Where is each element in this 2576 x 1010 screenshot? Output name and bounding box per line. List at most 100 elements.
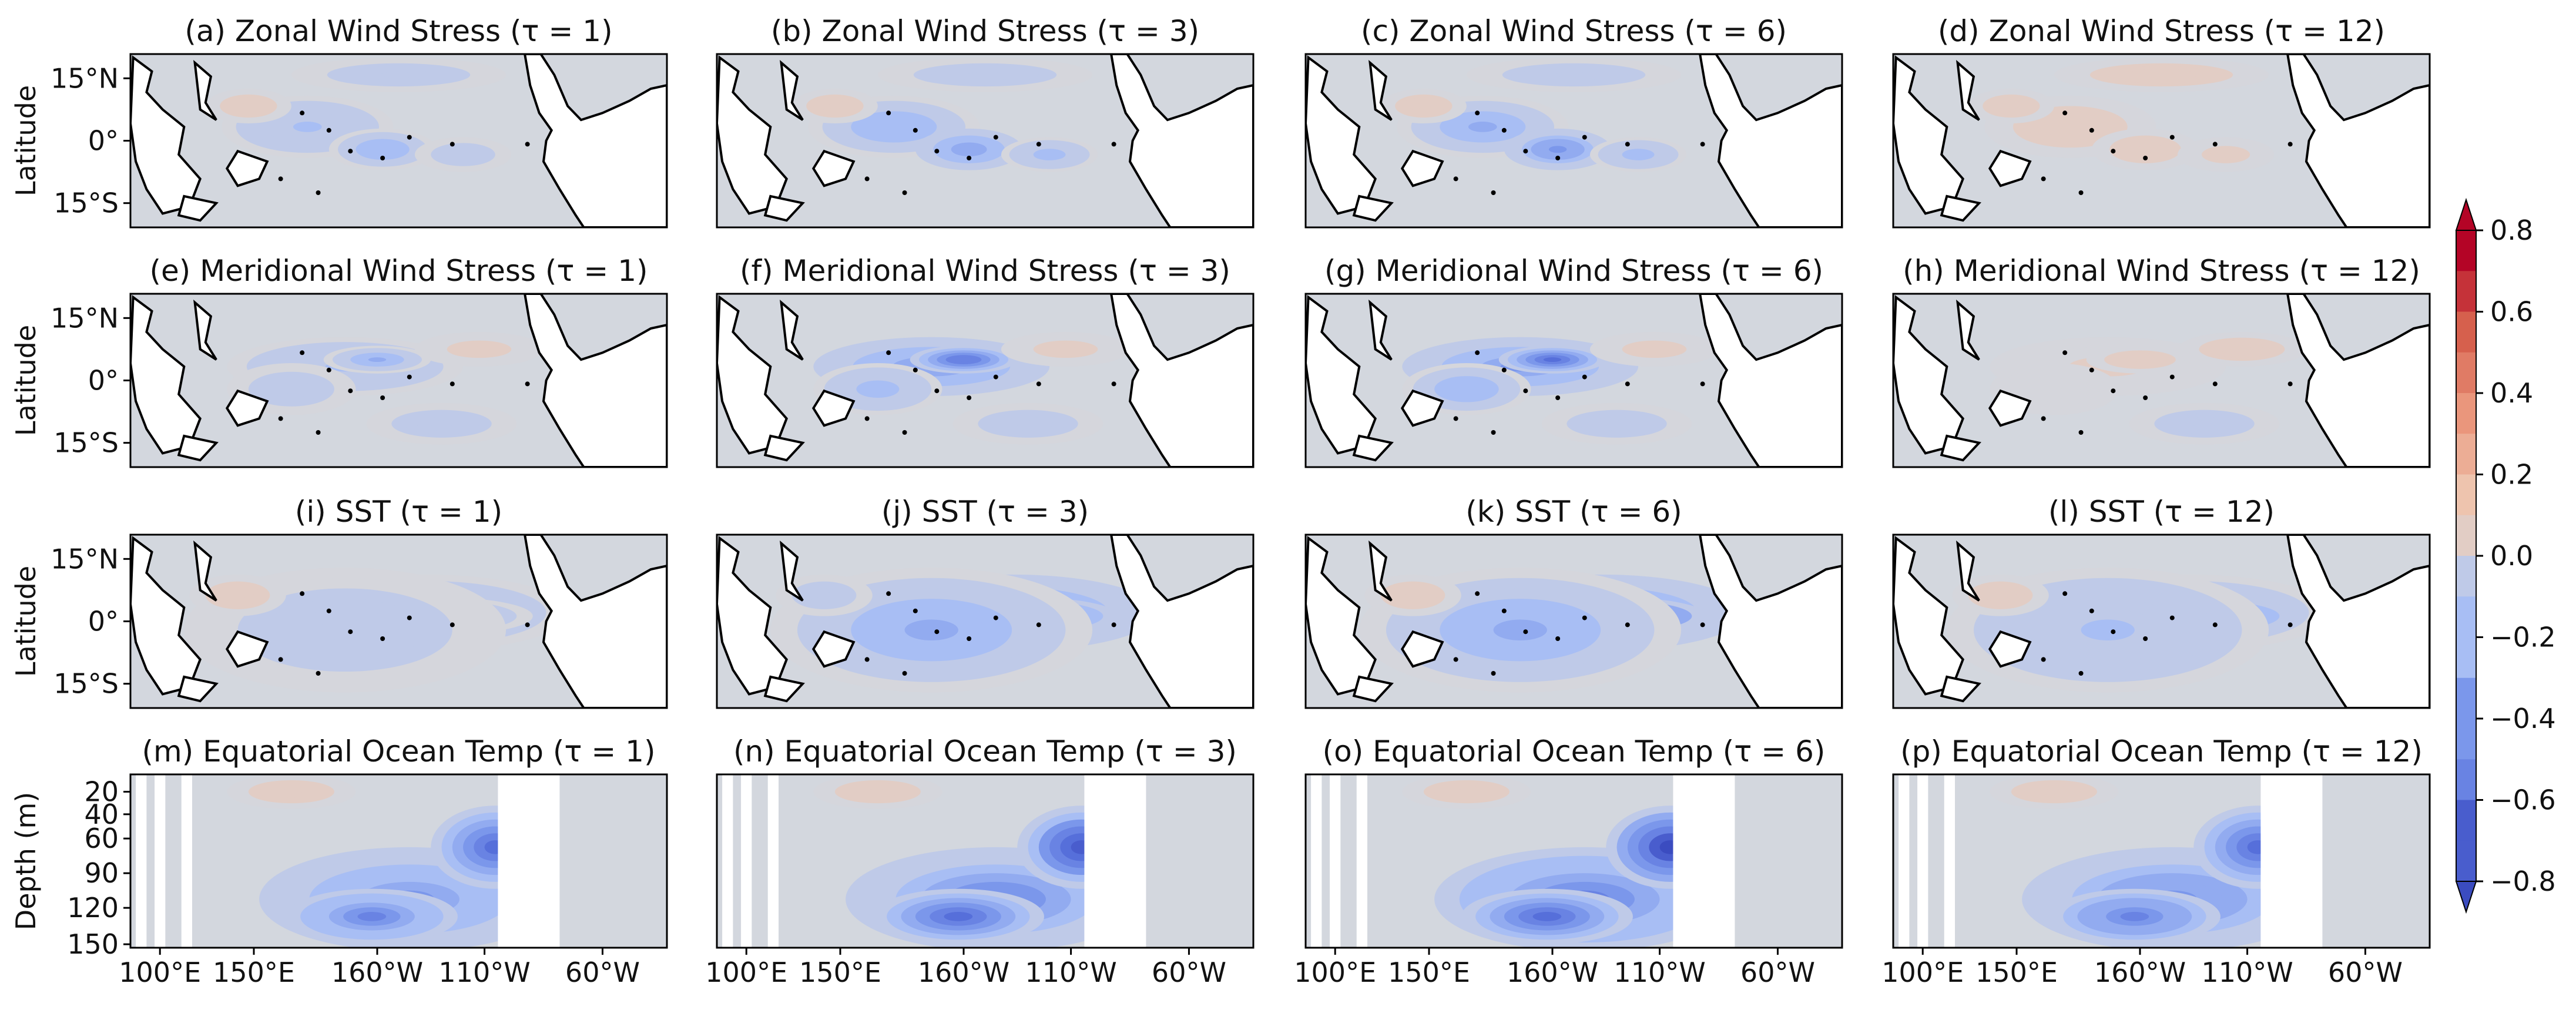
anomaly-blob [1461, 888, 1633, 945]
island-marker [993, 615, 998, 620]
colorbar-level [2456, 596, 2476, 638]
island-marker [1625, 622, 1630, 628]
maritime-continent-coast [717, 295, 789, 455]
maritime-continent-coast [1893, 536, 1965, 696]
maritime-continent-coast [1940, 434, 1981, 462]
maritime-continent-coast [763, 434, 805, 462]
island-marker [902, 671, 907, 676]
lat-tick-label: 0° [88, 365, 119, 397]
colorbar-extend-bottom [2455, 881, 2477, 914]
panel-frame [1892, 293, 2431, 468]
anomaly-blob [1990, 774, 2119, 809]
maritime-continent-coast [177, 675, 219, 703]
anomaly-blob [189, 574, 286, 616]
panel-p: (p) Equatorial Ocean Temp (τ = 12) 100°E 1… [1881, 734, 2431, 988]
panel-j: (j) SST (τ = 3) [716, 495, 1255, 709]
land-mask-band [1330, 774, 1341, 948]
lat-tick-label: 15°S [53, 427, 119, 459]
island-marker [993, 135, 998, 140]
land-mask-band [1944, 774, 1955, 948]
land-mask-band [1917, 774, 1928, 948]
anomaly-blob [1402, 774, 1531, 809]
anomaly-blob [915, 128, 1023, 170]
island-marker [1036, 622, 1041, 628]
anomaly-blob [791, 89, 878, 123]
panel-a: (a) Zonal Wind Stress (τ = 1) 15°N 0° 15°S [51, 14, 668, 229]
island-marker [2089, 367, 2094, 373]
island-marker [913, 127, 918, 133]
panel-frame [1304, 53, 1843, 229]
ylabel-latitude: Latitude [10, 85, 42, 196]
colorbar-level [2456, 637, 2476, 679]
panel-m: (m) Equatorial Ocean Temp (τ = 1) 2040609… [67, 734, 668, 988]
lat-tick-label: 15°S [53, 187, 119, 219]
panel-title: (c) Zonal Wind Stress (τ = 6) [1361, 14, 1787, 48]
island-marker [886, 591, 891, 596]
island-marker [864, 416, 870, 421]
island-marker [2287, 381, 2293, 387]
panel-e: (e) Meridional Wind Stress (τ = 1) 15°N 0°… [51, 254, 668, 468]
island-marker [2169, 135, 2175, 140]
island-marker [450, 142, 455, 147]
island-marker [967, 156, 972, 160]
maritime-continent-coast [717, 536, 789, 696]
panel-frame [1304, 773, 1843, 949]
panel-i: (i) SST (τ = 1) 15°N 0° 15°S [51, 495, 668, 709]
panel-title: (i) SST (τ = 1) [295, 495, 502, 529]
island-marker [450, 622, 455, 628]
maritime-continent-coast [1893, 295, 1965, 455]
lon-tick-label: 160°W [918, 957, 1009, 988]
island-marker [300, 591, 305, 596]
island-marker [2041, 657, 2046, 662]
panel-f: (f) Meridional Wind Stress (τ = 3) [716, 254, 1255, 468]
lon-tick-label: 150°E [799, 957, 881, 988]
island-marker [348, 629, 353, 635]
island-marker [1501, 367, 1507, 373]
lon-tick-label: 150°E [1388, 957, 1470, 988]
island-marker [2089, 608, 2094, 613]
land-mask-band [181, 774, 192, 948]
colorbar-tick-label: 0.8 [2490, 214, 2533, 246]
island-marker [1501, 127, 1507, 133]
island-marker [2111, 149, 2116, 154]
island-marker [278, 176, 283, 182]
lon-tick-label: 100°E [1881, 957, 1964, 988]
maritime-continent-coast [811, 389, 856, 427]
maritime-continent-coast [225, 149, 269, 187]
lon-tick-label: 110°W [438, 957, 530, 988]
anomaly-blob [2129, 402, 2280, 445]
maritime-continent-coast [717, 55, 789, 215]
island-marker [1582, 374, 1587, 380]
island-marker [1491, 430, 1496, 435]
anomaly-blob [1380, 89, 1467, 123]
colorbar: 0.8 0.6 0.4 0.2 0.0 −0.2 −0.4 −0.6 −0.8 [2455, 197, 2556, 914]
island-marker [1700, 622, 1705, 628]
depth-tick-label: 60 [84, 823, 119, 854]
maritime-continent-coast [225, 630, 269, 668]
land-mask-band [1673, 774, 1735, 948]
maritime-continent-coast [1988, 389, 2032, 427]
panel-title: (a) Zonal Wind Stress (τ = 1) [185, 14, 612, 48]
island-marker [1453, 176, 1458, 182]
island-marker [407, 374, 412, 380]
anomaly-blob [910, 345, 1018, 374]
maritime-continent-coast [780, 59, 804, 121]
anomaly-blob [2086, 345, 2194, 374]
lon-tick-label: 150°E [213, 957, 295, 988]
colorbar-tick-label: −0.4 [2490, 703, 2556, 734]
panel-frame [1304, 293, 1843, 468]
panel-title: (j) SST (τ = 3) [881, 495, 1089, 529]
anomaly-blob [227, 774, 356, 809]
island-marker [1453, 657, 1458, 662]
island-marker [2143, 395, 2148, 400]
maritime-continent-coast [193, 299, 217, 361]
colorbar-level [2456, 719, 2476, 760]
anomaly-blob [872, 888, 1044, 945]
panel-o: (o) Equatorial Ocean Temp (τ = 6) 100°E 15… [1294, 734, 1843, 988]
panel-title: (e) Meridional Wind Stress (τ = 1) [149, 254, 648, 288]
maritime-continent-coast [1988, 630, 2032, 668]
ylabel-depth: Depth (m) [10, 792, 42, 930]
panel-frame [129, 773, 668, 949]
lon-tick-label: 60°W [2328, 957, 2403, 988]
island-marker [2089, 127, 2094, 133]
